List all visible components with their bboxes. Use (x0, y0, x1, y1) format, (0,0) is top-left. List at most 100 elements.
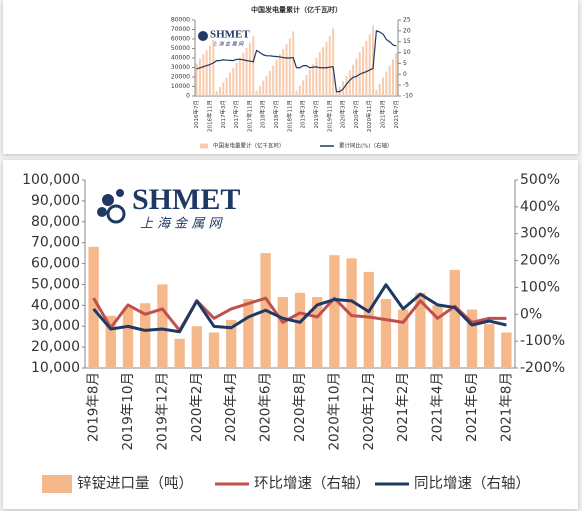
logo-icon (97, 207, 107, 217)
y-tick-label: 20000 (171, 74, 190, 81)
bar (174, 338, 185, 368)
y-tick-label: 20,000 (31, 339, 80, 355)
y-tick-label: 10000 (171, 83, 190, 90)
y2-tick-label: 500% (520, 172, 560, 188)
x-tick-label: 2019年11月 (325, 100, 333, 132)
bar (466, 309, 478, 368)
y-tick-label: 70000 (171, 26, 190, 33)
y2-tick-label: 0 (403, 71, 407, 78)
bar (484, 324, 495, 368)
bar (325, 41, 328, 96)
bar (380, 299, 392, 368)
legend-label: 锌锭进口量（吨） (77, 475, 193, 492)
bar (243, 299, 254, 368)
bar (122, 307, 134, 368)
bar (395, 52, 398, 96)
line (92, 283, 507, 334)
y2-tick-label: 10 (403, 49, 411, 56)
bar (238, 57, 241, 96)
x-tick-label: 2019年7月 (312, 100, 320, 129)
x-tick-label: 2020年11月 (365, 100, 373, 132)
bar (218, 86, 221, 96)
bar (348, 70, 351, 96)
x-tick-label: 2018年11月 (285, 100, 293, 132)
logo-icon (102, 194, 114, 206)
bar (312, 64, 315, 96)
y-tick-label: 0 (186, 93, 190, 100)
bar (282, 48, 285, 96)
y2-tick-label: -200% (520, 360, 565, 376)
y-tick-label: 60000 (171, 36, 190, 43)
line (196, 30, 397, 93)
y-tick-label: 30000 (171, 64, 190, 71)
logo-icon (106, 204, 126, 224)
bar (315, 58, 318, 96)
y-tick-label: 50000 (171, 45, 190, 52)
x-tick-label: 2021年2月 (395, 372, 411, 442)
bar (225, 77, 228, 96)
bar (312, 296, 323, 368)
bar (140, 303, 151, 368)
x-tick-label: 2020年6月 (258, 372, 274, 442)
bar (205, 50, 208, 96)
x-tick-label: 2021年4月 (430, 372, 446, 442)
legend-label: 环比增速（右轴） (254, 475, 370, 492)
bar (388, 65, 391, 96)
x-tick-label: 2020年2月 (189, 372, 205, 442)
bar (294, 292, 306, 368)
bar (501, 332, 512, 368)
bar (278, 54, 281, 96)
x-tick-label: 2021年3月 (379, 100, 387, 129)
legend-swatch (42, 475, 72, 493)
y2-tick-label: 200% (520, 253, 560, 269)
bar (392, 59, 395, 96)
bar (208, 45, 211, 96)
bar (329, 255, 340, 368)
y2-tick-label: 20 (403, 27, 411, 34)
line (92, 296, 507, 332)
bar (215, 91, 218, 96)
bar (308, 69, 311, 96)
bar (332, 28, 335, 96)
bar (432, 305, 443, 368)
bar (198, 58, 201, 96)
x-tick-label: 2017年11月 (245, 100, 253, 132)
bar (285, 44, 288, 96)
x-tick-label: 2019年8月 (86, 372, 102, 442)
bar (449, 269, 460, 368)
bar (202, 54, 205, 96)
bar (255, 90, 258, 96)
y-tick-label: 100,000 (22, 172, 80, 188)
x-tick-label: 2018年7月 (272, 100, 280, 129)
y-tick-label: 80000 (171, 17, 190, 24)
logo-small: SHMET 上 海 金 属 网 (198, 29, 250, 48)
bar (385, 71, 388, 96)
y-tick-label: 90,000 (31, 193, 80, 209)
bar (292, 31, 295, 96)
x-tick-label: 2019年3月 (299, 100, 307, 129)
bar (272, 65, 275, 96)
bar (345, 76, 348, 96)
y2-tick-label: -100% (520, 333, 565, 349)
y2-tick-label: 15 (403, 38, 411, 45)
legend-label: 累计同比(%)（右轴） (339, 142, 393, 150)
bar (105, 315, 116, 368)
y2-tick-label: 0% (520, 306, 542, 322)
bar (415, 292, 426, 368)
bar (375, 89, 378, 96)
y2-tick-label: 100% (520, 279, 560, 295)
y-tick-label: 40000 (171, 55, 190, 62)
bar (355, 58, 358, 96)
x-tick-label: 2021年6月 (464, 372, 480, 442)
x-tick-label: 2019年12月 (154, 372, 170, 451)
legend-label: 中国发电量累计（亿千瓦时） (213, 142, 285, 150)
legend-swatch (200, 143, 208, 149)
x-tick-label: 2018年3月 (259, 100, 267, 129)
bar (232, 67, 235, 96)
bar (228, 72, 231, 96)
bar (235, 62, 238, 96)
bar (208, 332, 220, 368)
bar (258, 86, 261, 96)
bar (157, 284, 168, 368)
bar (335, 90, 338, 96)
